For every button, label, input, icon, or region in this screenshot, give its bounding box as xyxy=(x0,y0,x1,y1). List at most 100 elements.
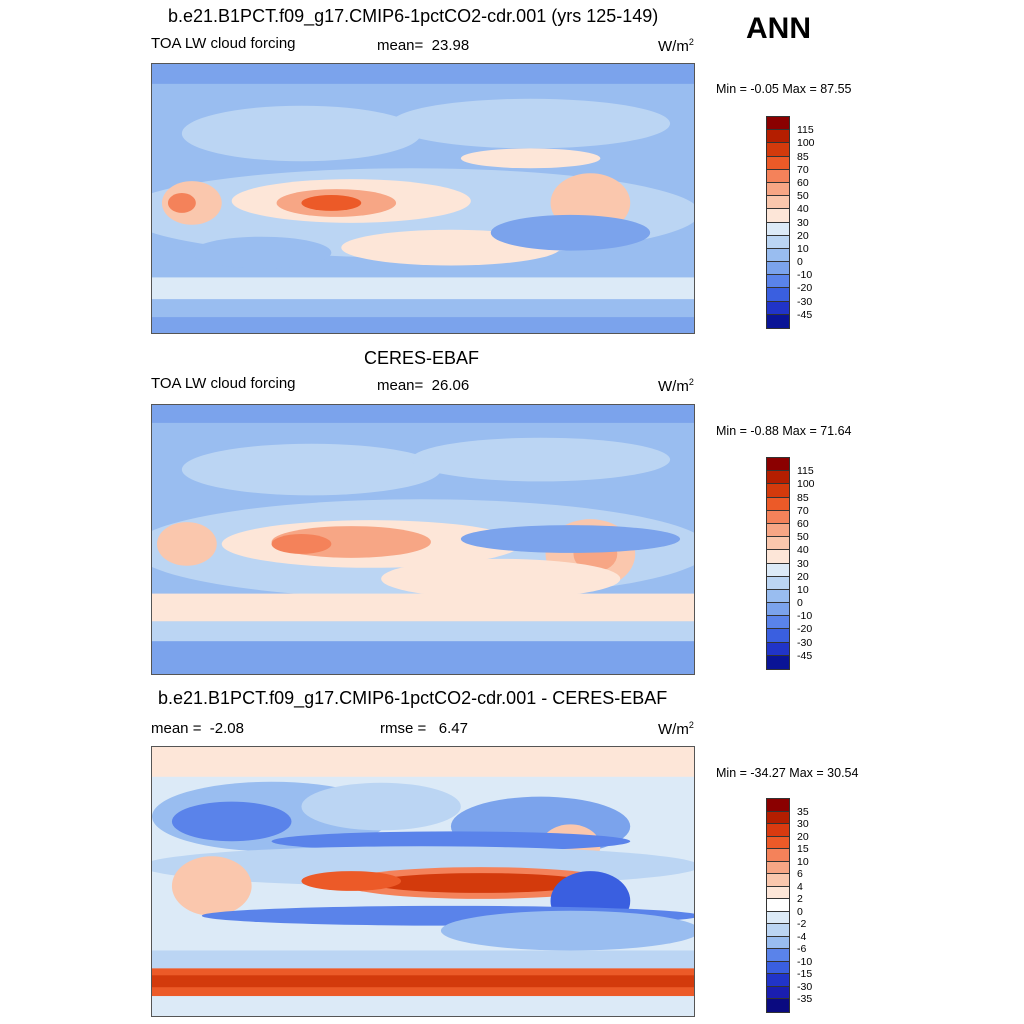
colorbar-label: 70 xyxy=(797,504,809,517)
colorbar-swatch xyxy=(767,986,789,1000)
colorbar-swatch xyxy=(767,861,789,875)
colorbar-label: 100 xyxy=(797,478,815,491)
panel2-minmax: Min = -0.88 Max = 71.64 xyxy=(716,424,852,438)
panel1-contour-field xyxy=(152,64,694,333)
colorbar-swatch xyxy=(767,629,789,643)
colorbar-label: 10 xyxy=(797,583,809,596)
panel2-mean: mean= 26.06 xyxy=(377,377,469,394)
colorbar-label: 20 xyxy=(797,830,809,843)
panel3-colorbar xyxy=(766,798,790,1013)
colorbar-label: 40 xyxy=(797,203,809,216)
colorbar-label: 40 xyxy=(797,544,809,557)
colorbar-label: 30 xyxy=(797,216,809,229)
panel3-mean: mean = -2.08 xyxy=(151,720,244,737)
colorbar-label: 20 xyxy=(797,570,809,583)
panel2-variable: TOA LW cloud forcing xyxy=(151,375,296,392)
panel1-minmax: Min = -0.05 Max = 87.55 xyxy=(716,82,852,96)
colorbar-swatch xyxy=(767,899,789,912)
colorbar-swatch xyxy=(767,936,789,950)
colorbar-label: -30 xyxy=(797,980,813,993)
colorbar-label: 6 xyxy=(797,868,803,881)
colorbar-swatch xyxy=(767,550,789,564)
colorbar-swatch xyxy=(767,117,789,131)
colorbar-swatch xyxy=(767,209,789,223)
colorbar-swatch xyxy=(767,537,789,551)
colorbar-swatch xyxy=(767,314,789,328)
colorbar-label: 15 xyxy=(797,843,809,856)
panel1-units: W/m2 xyxy=(658,37,694,55)
colorbar-swatch xyxy=(767,222,789,236)
panel1-title: b.e21.B1PCT.f09_g17.CMIP6-1pctCO2-cdr.00… xyxy=(168,6,659,26)
panel2-mean-label: mean= xyxy=(377,377,424,394)
colorbar-swatch xyxy=(767,589,789,604)
panel2-units-base: W/m xyxy=(658,378,689,395)
colorbar-swatch xyxy=(767,811,789,825)
colorbar-label: -20 xyxy=(797,282,813,295)
colorbar-label: 10 xyxy=(797,855,809,868)
colorbar-label: 60 xyxy=(797,176,809,189)
colorbar-label: 85 xyxy=(797,491,809,504)
colorbar-label: 115 xyxy=(797,465,814,478)
colorbar-swatch xyxy=(767,874,789,887)
colorbar-swatch xyxy=(767,824,789,837)
colorbar-label: -10 xyxy=(797,269,813,282)
panel2-mean-value: 26.06 xyxy=(431,377,470,394)
colorbar-label: -2 xyxy=(797,918,807,931)
panel3-minmax: Min = -34.27 Max = 30.54 xyxy=(716,766,859,780)
colorbar-label: 30 xyxy=(797,557,809,570)
colorbar-label: -45 xyxy=(797,649,813,662)
panel2-units: W/m2 xyxy=(658,377,694,395)
colorbar-swatch xyxy=(767,974,789,987)
panel1-mean: mean= 23.98 xyxy=(377,37,469,54)
colorbar-label: 60 xyxy=(797,517,809,530)
colorbar-swatch xyxy=(767,156,789,170)
colorbar-label: 20 xyxy=(797,229,809,242)
colorbar-swatch xyxy=(767,510,789,524)
colorbar-swatch xyxy=(767,799,789,812)
colorbar-label: -15 xyxy=(797,968,813,981)
colorbar-swatch xyxy=(767,949,789,962)
colorbar-swatch xyxy=(767,262,789,276)
colorbar-swatch xyxy=(767,484,789,498)
colorbar-swatch xyxy=(767,836,789,850)
colorbar-label: -45 xyxy=(797,308,813,321)
panel1-mean-label: mean= xyxy=(377,37,424,54)
colorbar-label: -10 xyxy=(797,610,813,623)
panel3-rmse: rmse = 6.47 xyxy=(380,720,468,737)
colorbar-swatch xyxy=(767,301,789,315)
colorbar-swatch xyxy=(767,849,789,862)
colorbar-label: 0 xyxy=(797,256,803,269)
colorbar-swatch xyxy=(767,616,789,630)
panel1-mean-value: 23.98 xyxy=(431,37,470,54)
panel3-rmse-value: 6.47 xyxy=(438,720,468,737)
panel1-map xyxy=(151,63,695,334)
colorbar-label: 85 xyxy=(797,150,809,163)
colorbar-swatch xyxy=(767,523,789,538)
panel2-title: CERES-EBAF xyxy=(364,348,480,368)
panel3-mean-value: -2.08 xyxy=(209,720,244,737)
panel2-colorbar xyxy=(766,457,790,670)
colorbar-label: 100 xyxy=(797,137,815,150)
panel3-mean-label: mean = xyxy=(151,720,202,737)
panel1-variable: TOA LW cloud forcing xyxy=(151,35,296,52)
colorbar-label: -30 xyxy=(797,636,813,649)
panel2-contour-field xyxy=(152,405,694,674)
colorbar-label: -30 xyxy=(797,295,813,308)
colorbar-swatch xyxy=(767,999,789,1012)
colorbar-swatch xyxy=(767,169,789,183)
colorbar-swatch xyxy=(767,458,789,472)
season-label: ANN xyxy=(746,12,811,45)
colorbar-swatch xyxy=(767,576,789,590)
colorbar-label: 50 xyxy=(797,190,809,203)
colorbar-label: -35 xyxy=(797,993,813,1006)
colorbar-swatch xyxy=(767,471,789,485)
colorbar-label: 10 xyxy=(797,242,809,255)
panel3-title: b.e21.B1PCT.f09_g17.CMIP6-1pctCO2-cdr.00… xyxy=(158,688,668,708)
panel2-map xyxy=(151,404,695,675)
colorbar-swatch xyxy=(767,235,789,249)
colorbar-swatch xyxy=(767,497,789,511)
colorbar-label: 30 xyxy=(797,818,809,831)
colorbar-swatch xyxy=(767,196,789,210)
colorbar-label: 35 xyxy=(797,805,809,818)
colorbar-label: 0 xyxy=(797,597,803,610)
